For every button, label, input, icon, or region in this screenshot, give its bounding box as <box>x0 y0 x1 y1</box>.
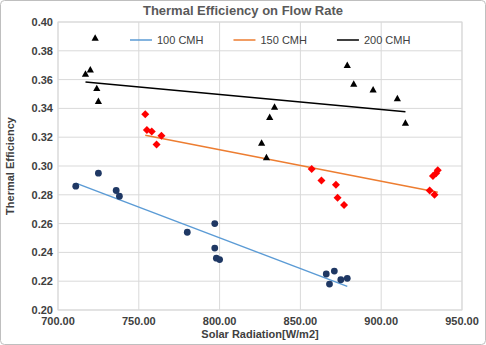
y-grid-line <box>58 166 462 167</box>
series-1 <box>141 110 441 209</box>
point <box>141 110 149 118</box>
point <box>87 66 94 72</box>
legend-swatch <box>233 39 255 41</box>
x-grid-line <box>219 22 220 310</box>
point <box>332 181 340 189</box>
point <box>308 165 316 173</box>
chart-frame <box>1 1 486 345</box>
point <box>326 281 333 288</box>
y-grid-line <box>58 50 462 51</box>
chart: 0.200.220.240.260.280.300.320.340.360.38… <box>0 0 486 345</box>
point <box>434 166 442 174</box>
trend-line <box>145 135 437 192</box>
x-tick-label: 950.00 <box>445 315 479 327</box>
point <box>92 34 99 40</box>
y-tick-label: 0.26 <box>32 218 53 230</box>
x-axis-title: Solar Radiation[W/m2] <box>201 328 319 340</box>
point <box>370 86 377 92</box>
x-tick-label: 700.00 <box>41 315 75 327</box>
point <box>317 176 325 184</box>
point <box>93 85 100 91</box>
x-grid-line <box>381 22 382 310</box>
point <box>148 127 156 135</box>
series-2 <box>82 34 409 160</box>
legend-swatch <box>130 39 152 41</box>
point <box>266 113 273 119</box>
y-axis-title: Thermal Efficiency <box>4 116 16 215</box>
point <box>216 256 223 263</box>
y-tick-label: 0.22 <box>32 275 53 287</box>
y-tick-label: 0.24 <box>32 246 54 258</box>
point <box>263 154 270 160</box>
point <box>95 98 102 104</box>
series-0 <box>72 170 350 288</box>
point <box>72 183 79 190</box>
y-tick-label: 0.30 <box>32 160 53 172</box>
point <box>344 275 351 282</box>
legend: 100 CMH 150 CMH 200 CMH <box>130 34 410 46</box>
point <box>113 187 120 194</box>
point <box>340 201 348 209</box>
x-tick-label: 850.00 <box>284 315 318 327</box>
y-grid-line <box>58 223 462 224</box>
point <box>271 103 278 109</box>
point <box>258 139 265 145</box>
x-tick-label: 800.00 <box>203 315 237 327</box>
marks <box>72 34 441 287</box>
point <box>337 276 344 283</box>
legend-swatch <box>337 39 359 41</box>
x-tick-label: 750.00 <box>122 315 156 327</box>
point <box>116 193 123 200</box>
point <box>331 268 338 275</box>
y-tick-label: 0.32 <box>32 131 53 143</box>
point <box>153 140 161 148</box>
grid <box>58 22 462 310</box>
point <box>402 119 409 125</box>
point <box>211 220 218 227</box>
point <box>95 170 102 177</box>
x-grid-line <box>138 22 139 310</box>
x-tick-label: 900.00 <box>364 315 398 327</box>
title: Thermal Efficiency on Flow Rate <box>143 3 343 18</box>
y-tick-label: 0.36 <box>32 74 53 86</box>
point <box>344 62 351 68</box>
point <box>323 271 330 278</box>
y-grid-line <box>58 108 462 109</box>
trend-line <box>76 183 347 286</box>
y-tick-label: 0.28 <box>32 189 53 201</box>
point <box>394 95 401 101</box>
y-tick-label: 0.40 <box>32 16 53 28</box>
legend-label: 200 CMH <box>364 34 411 46</box>
point <box>184 229 191 236</box>
y-grid-line <box>58 79 462 80</box>
y-grid-line <box>58 137 462 138</box>
point <box>334 194 342 202</box>
legend-label: 150 CMH <box>260 34 307 46</box>
legend-label: 100 CMH <box>157 34 204 46</box>
y-tick-label: 0.38 <box>32 45 53 57</box>
point <box>431 191 439 199</box>
y-tick-label: 0.34 <box>32 102 54 114</box>
point <box>211 245 218 252</box>
trend-line <box>85 82 405 112</box>
point <box>350 80 357 86</box>
plot-frame <box>58 22 462 310</box>
y-grid-line <box>58 281 462 282</box>
point <box>157 132 165 140</box>
